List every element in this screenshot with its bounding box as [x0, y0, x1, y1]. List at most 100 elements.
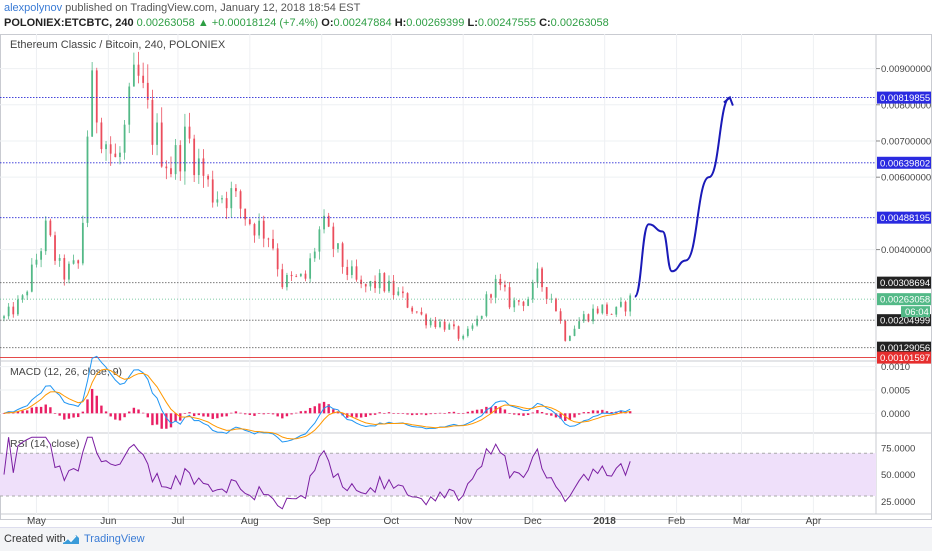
candle-body[interactable] — [397, 291, 400, 296]
candle-body[interactable] — [490, 294, 492, 298]
candle-body[interactable] — [30, 264, 33, 292]
candle-body[interactable] — [318, 229, 321, 252]
candle-body[interactable] — [309, 258, 312, 279]
candle-body[interactable] — [160, 122, 163, 167]
candle-body[interactable] — [156, 122, 158, 145]
candle-body[interactable] — [629, 295, 632, 312]
candle-body[interactable] — [378, 273, 381, 289]
candle-body[interactable] — [109, 144, 112, 154]
candle-body[interactable] — [207, 175, 209, 180]
candle-body[interactable] — [58, 258, 61, 261]
candle-body[interactable] — [406, 293, 409, 308]
candle-body[interactable] — [44, 220, 47, 252]
candle-body[interactable] — [499, 278, 502, 285]
candle-body[interactable] — [151, 99, 154, 145]
candle-body[interactable] — [119, 152, 121, 158]
candle-body[interactable] — [341, 243, 344, 267]
candle-body[interactable] — [17, 299, 19, 315]
candle-body[interactable] — [388, 280, 390, 292]
candle-body[interactable] — [332, 226, 335, 249]
candle-body[interactable] — [54, 235, 56, 261]
candle-body[interactable] — [137, 64, 140, 76]
candle-body[interactable] — [619, 301, 622, 307]
candle-body[interactable] — [568, 335, 571, 341]
candle-body[interactable] — [434, 320, 437, 328]
candle-body[interactable] — [411, 307, 414, 312]
candle-body[interactable] — [72, 260, 75, 264]
candle-body[interactable] — [146, 82, 149, 100]
candle-body[interactable] — [239, 191, 242, 209]
candle-body[interactable] — [211, 179, 214, 203]
candle-body[interactable] — [504, 284, 506, 288]
candle-body[interactable] — [541, 268, 543, 288]
candle-body[interactable] — [550, 298, 553, 300]
candle-body[interactable] — [439, 321, 441, 328]
candle-body[interactable] — [114, 153, 117, 158]
candle-body[interactable] — [165, 166, 168, 169]
candle-body[interactable] — [235, 188, 237, 192]
candle-body[interactable] — [457, 326, 460, 339]
candle-body[interactable] — [420, 311, 423, 315]
candle-body[interactable] — [100, 122, 103, 150]
candle-body[interactable] — [174, 145, 177, 175]
candle-body[interactable] — [364, 284, 367, 287]
candle-body[interactable] — [7, 306, 10, 317]
candle-body[interactable] — [610, 313, 613, 315]
candle-body[interactable] — [448, 324, 451, 330]
candle-body[interactable] — [480, 315, 483, 319]
candle-body[interactable] — [508, 287, 511, 308]
candle-body[interactable] — [142, 75, 145, 83]
tradingview-brand[interactable]: TradingView — [84, 533, 145, 545]
candle-body[interactable] — [123, 124, 126, 153]
candle-body[interactable] — [592, 308, 594, 322]
candle-body[interactable] — [105, 144, 107, 150]
candle-body[interactable] — [221, 198, 223, 200]
candle-body[interactable] — [68, 263, 70, 280]
candle-body[interactable] — [170, 168, 172, 175]
candle-body[interactable] — [443, 321, 446, 330]
candle-body[interactable] — [415, 311, 418, 313]
candle-body[interactable] — [369, 280, 372, 287]
candle-body[interactable] — [253, 224, 256, 236]
candle-body[interactable] — [587, 314, 590, 322]
candle-body[interactable] — [183, 126, 186, 172]
candle-body[interactable] — [193, 138, 196, 176]
candle-body[interactable] — [26, 291, 29, 296]
candle-body[interactable] — [225, 198, 228, 209]
candle-body[interactable] — [21, 295, 24, 300]
candle-body[interactable] — [327, 215, 330, 227]
candle-body[interactable] — [453, 324, 455, 327]
candle-body[interactable] — [536, 268, 539, 283]
candle-body[interactable] — [517, 300, 520, 302]
candle-body[interactable] — [197, 158, 200, 176]
chart-frame[interactable]: Ethereum Classic / Bitcoin, 240, POLONIE… — [0, 34, 932, 527]
projection-drawing[interactable] — [633, 96, 731, 298]
candle-body[interactable] — [606, 304, 608, 314]
candle-body[interactable] — [573, 328, 576, 336]
candle-body[interactable] — [188, 126, 191, 139]
tradingview-logo-icon[interactable] — [62, 532, 80, 546]
author-link[interactable]: alexpolynov — [4, 2, 63, 14]
candle-body[interactable] — [374, 280, 376, 289]
candle-body[interactable] — [383, 273, 386, 292]
candle-body[interactable] — [527, 299, 530, 306]
candle-body[interactable] — [564, 320, 567, 341]
candle-body[interactable] — [522, 301, 525, 306]
candle-body[interactable] — [216, 199, 219, 203]
candle-body[interactable] — [81, 222, 84, 264]
candle-body[interactable] — [202, 158, 205, 176]
candle-body[interactable] — [63, 258, 66, 280]
candle-body[interactable] — [299, 273, 302, 277]
candle-body[interactable] — [128, 86, 131, 125]
candle-body[interactable] — [323, 215, 325, 230]
candle-body[interactable] — [95, 70, 98, 123]
candle-body[interactable] — [91, 70, 94, 137]
candle-body[interactable] — [290, 274, 293, 277]
candle-body[interactable] — [313, 251, 316, 259]
candle-body[interactable] — [531, 282, 534, 300]
chart-svg[interactable]: Ethereum Classic / Bitcoin, 240, POLONIE… — [0, 34, 932, 527]
candle-body[interactable] — [3, 316, 5, 319]
candle-body[interactable] — [295, 276, 298, 277]
candle-body[interactable] — [494, 278, 497, 298]
candle-body[interactable] — [578, 321, 581, 329]
